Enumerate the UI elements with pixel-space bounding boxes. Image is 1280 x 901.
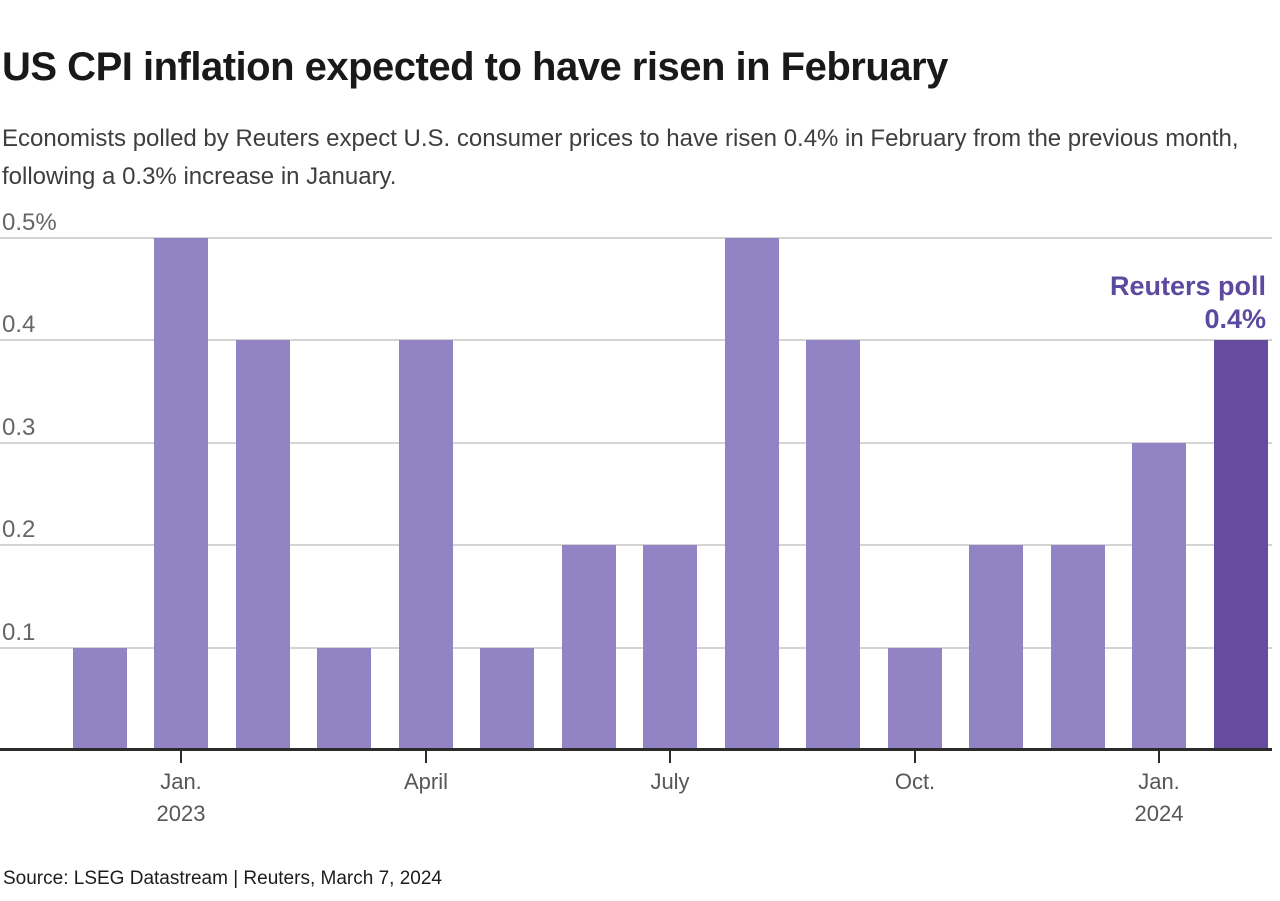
y-axis-label-0.1: 0.1 — [2, 619, 36, 646]
reuters-poll-annotation: Reuters poll 0.4% — [1110, 270, 1266, 336]
x-axis-label-group: Jan. 2024 — [1089, 766, 1229, 830]
x-axis-label: April — [403, 769, 448, 794]
source-attribution: Source: LSEG Datastream | Reuters, March… — [3, 868, 442, 889]
x-axis-label-group: Oct. — [845, 766, 985, 798]
chart-title: US CPI inflation expected to have risen … — [2, 44, 948, 89]
bar-sep-2023 — [806, 340, 860, 750]
bar-jul-2023 — [643, 545, 697, 750]
x-axis-label: Jan. — [160, 769, 202, 794]
x-axis-label-group: July — [600, 766, 740, 798]
bar-feb-2023 — [236, 340, 290, 750]
x-axis-label: Jan. — [1138, 769, 1180, 794]
annotation-line1: Reuters poll — [1109, 271, 1266, 301]
y-axis-label-0.4: 0.4 — [2, 311, 36, 338]
gridline-0.2 — [0, 544, 1272, 546]
bar-oct-2023 — [888, 648, 942, 750]
gridline-0.3 — [0, 442, 1272, 444]
gridline-0.4 — [0, 339, 1272, 341]
gridline-0.1 — [0, 647, 1272, 649]
x-axis-tick-july — [669, 750, 671, 763]
chart-subtitle: Economists polled by Reuters expect U.S.… — [2, 125, 1239, 190]
bar-jun-2023 — [562, 545, 616, 750]
plot-area: 0.5% 0.4 0.3 0.2 0.1 Jan. 2023 April July Oct. Ja… — [0, 210, 1272, 826]
x-axis-tick-april — [425, 750, 427, 763]
bar-mar-2023 — [317, 648, 371, 750]
y-axis-label-0.5: 0.5% — [2, 209, 57, 236]
x-axis-tick-jan — [1158, 750, 1160, 763]
gridline-0.5 — [0, 237, 1272, 239]
x-axis-tick-jan — [180, 750, 182, 763]
bar-jan-2023 — [154, 238, 208, 750]
y-axis-label-0.2: 0.2 — [2, 516, 36, 543]
x-axis-label-group: April — [356, 766, 496, 798]
bar-dec-2023 — [1051, 545, 1105, 750]
bar-jan-2024 — [1132, 443, 1186, 750]
x-axis-label-group: Jan. 2023 — [111, 766, 251, 830]
x-axis-label: Oct. — [894, 769, 936, 794]
bar-may-2023 — [480, 648, 534, 750]
x-axis-label: July — [650, 769, 690, 794]
bar-aug-2023 — [725, 238, 779, 750]
x-axis-baseline — [0, 748, 1272, 751]
y-axis-label-0.3: 0.3 — [2, 414, 36, 441]
bar-nov-2023 — [969, 545, 1023, 750]
bar-feb-2024 — [1214, 340, 1268, 750]
bar-dec-2022 — [73, 648, 127, 750]
x-axis-sublabel: 2023 — [156, 801, 206, 826]
x-axis-tick-oct — [914, 750, 916, 763]
bar-apr-2023 — [399, 340, 453, 750]
annotation-line2: 0.4% — [1204, 304, 1266, 334]
x-axis-sublabel: 2024 — [1134, 801, 1184, 826]
